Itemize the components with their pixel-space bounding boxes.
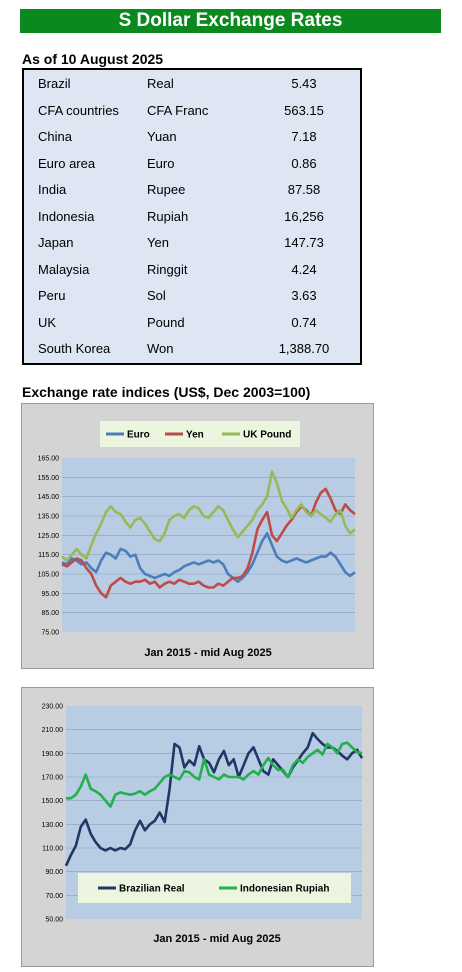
country-name: Euro area: [38, 155, 96, 171]
series-line-uk-pound: [61, 470, 356, 562]
country-name: Malaysia: [38, 261, 90, 277]
y-tick-label: 155.00: [38, 475, 60, 482]
y-tick-label: 230.00: [42, 704, 64, 711]
legend-box: [100, 421, 300, 447]
rate-row: Malaysia Ringgit 4.24: [24, 262, 360, 288]
y-tick-label: 190.00: [42, 751, 64, 758]
y-tick-label: 135.00: [38, 514, 60, 521]
rate-row: India Rupee 87.58: [24, 182, 360, 208]
legend-label: Indonesian Rupiah: [240, 884, 329, 895]
indices-chart-1: 165.00 155.00 145.00 135.00 125.00 115.00 105.…: [21, 403, 374, 669]
country-name: Japan: [38, 235, 74, 250]
y-tick-label: 90.00: [45, 869, 63, 876]
currency-name: Rupee: [147, 182, 186, 197]
rate-value: 3.63: [291, 288, 317, 303]
rate-row: UK Pound 0.74: [24, 315, 360, 341]
rate-row: Japan Yen 147.73: [24, 235, 360, 261]
currency-name: Rupiah: [147, 208, 189, 224]
y-tick-label: 165.00: [38, 456, 60, 463]
rate-row: Brazil Real 5.43: [24, 76, 360, 102]
x-axis-label: Jan 2015 - mid Aug 2025: [153, 933, 280, 945]
y-tick-label: 50.00: [45, 917, 63, 924]
currency-name: CFA Franc: [147, 102, 209, 118]
rate-value: 7.18: [291, 129, 317, 144]
currency-name: Real: [147, 76, 174, 91]
y-tick-label: 70.00: [45, 893, 63, 900]
series-line-indonesian-rupiah: [66, 741, 363, 808]
rate-row: CFA countries CFA Franc 563.15: [24, 103, 360, 129]
country-name: China: [38, 129, 72, 144]
rates-table: Brazil Real 5.43 CFA countries CFA Franc 563.…: [22, 68, 362, 365]
currency-name: Yuan: [147, 129, 177, 144]
rate-value: 5.43: [291, 76, 317, 91]
rate-value: 4.24: [291, 261, 317, 277]
y-tick-label: 75.00: [41, 630, 59, 637]
rate-row: Euro area Euro 0.86: [24, 156, 360, 182]
legend-label: Brazilian Real: [119, 884, 185, 895]
rate-value: 1,388.70: [278, 341, 330, 356]
y-tick-label: 95.00: [41, 591, 59, 598]
y-tick-label: 125.00: [38, 533, 60, 540]
indices-chart-2-svg: 230.00 210.00 190.00 170.00 150.00 130.00 110.…: [42, 704, 364, 945]
y-tick-label: 85.00: [41, 610, 59, 617]
indices-title: Exchange rate indices (US$, Dec 2003=100…: [22, 384, 311, 400]
country-name: UK: [38, 314, 57, 330]
currency-name: Euro: [147, 155, 175, 171]
plot-area: [62, 458, 355, 632]
rate-row: South Korea Won 1,388.70: [24, 341, 360, 367]
as-of-date: As of 10 August 2025: [22, 51, 164, 67]
rate-row: Peru Sol 3.63: [24, 288, 360, 314]
y-tick-label: 115.00: [38, 552, 59, 559]
currency-name: Yen: [147, 235, 169, 250]
page-title: S Dollar Exchange Rates: [20, 9, 441, 33]
legend-box: [78, 873, 351, 903]
country-name: Peru: [38, 288, 66, 303]
currency-name: Sol: [147, 288, 166, 303]
currency-name: Won: [147, 341, 174, 356]
country-name: India: [38, 182, 67, 197]
currency-name: Ringgit: [147, 261, 188, 277]
country-name: South Korea: [38, 341, 111, 356]
y-tick-label: 150.00: [42, 798, 64, 805]
y-tick-label: 110.00: [42, 846, 63, 853]
rate-value: 147.73: [284, 235, 324, 250]
country-name: Indonesia: [38, 208, 95, 224]
indices-chart-2: 230.00 210.00 190.00 170.00 150.00 130.00 110.…: [21, 687, 374, 967]
legend-label: UK Pound: [243, 430, 291, 441]
indices-chart-1-svg: 165.00 155.00 145.00 135.00 125.00 115.00 105.…: [38, 421, 356, 659]
country-name: Brazil: [38, 76, 71, 91]
rate-row: Indonesia Rupiah 16,256: [24, 209, 360, 235]
country-name: CFA countries: [38, 102, 119, 118]
legend-label: Euro: [127, 430, 150, 441]
currency-name: Pound: [147, 314, 185, 330]
rate-value: 87.58: [287, 182, 321, 197]
rate-value: 0.86: [291, 155, 317, 171]
rate-row: China Yuan 7.18: [24, 129, 360, 155]
y-tick-label: 210.00: [42, 727, 64, 734]
series-line-brazilian-real: [64, 731, 364, 867]
y-tick-label: 145.00: [38, 494, 60, 501]
y-tick-label: 105.00: [38, 572, 60, 579]
rate-value: 16,256: [284, 208, 324, 224]
y-tick-label: 130.00: [42, 822, 64, 829]
y-tick-label: 170.00: [42, 775, 64, 782]
rate-value: 563.15: [284, 102, 324, 118]
x-axis-label: Jan 2015 - mid Aug 2025: [144, 647, 271, 659]
legend-label: Yen: [186, 430, 204, 441]
series-line-euro: [61, 532, 356, 583]
rate-value: 0.74: [291, 314, 317, 330]
